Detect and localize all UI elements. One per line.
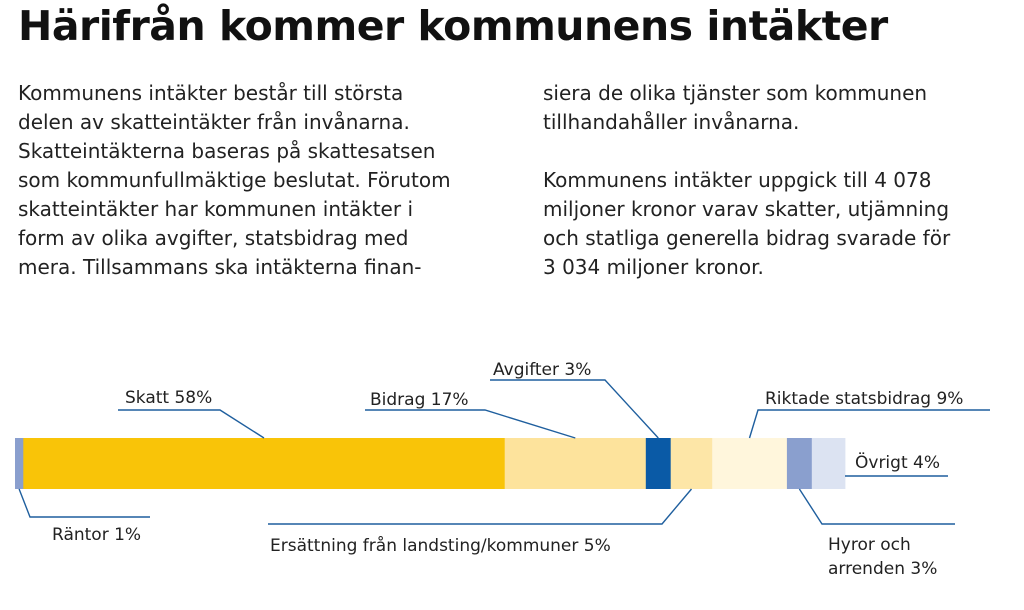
text-line: delen av skatteintäkter från invånarna. xyxy=(18,110,410,134)
segment-label-6: Riktade statsbidrag 9% xyxy=(765,389,963,409)
leader-line-3 xyxy=(365,409,576,439)
text-line: Kommunens intäkter uppgick till 4 078 xyxy=(543,168,932,192)
intro-text-right: siera de olika tjänster som kommunen til… xyxy=(543,79,1013,282)
leader-line-7 xyxy=(798,488,955,525)
text-line: mera. Tillsammans ska intäkterna finan- xyxy=(18,255,422,279)
segment-label-4: Avgifter 3% xyxy=(493,360,591,380)
segment-label-1: Räntor 1% xyxy=(52,525,141,545)
leader-line-5 xyxy=(268,488,693,525)
text-line: Skatteintäkterna baseras på skattesatsen xyxy=(18,139,436,163)
page-title: Härifrån kommer kommunens intäkter xyxy=(18,2,888,50)
leader-line-2 xyxy=(118,409,265,439)
bar-segment-7 xyxy=(786,438,813,489)
bar-segment-6 xyxy=(712,438,788,489)
paragraph-revenue-total: Kommunens intäkter uppgick till 4 078 mi… xyxy=(543,166,1013,282)
text-line: 3 034 miljoner kronor. xyxy=(543,255,764,279)
text-line: skatteintäkter har kommunen intäkter i xyxy=(18,197,413,221)
text-line: siera de olika tjänster som kommunen xyxy=(543,81,928,105)
intro-text-left: Kommunens intäkter består till största d… xyxy=(18,79,518,282)
bar-segment-1 xyxy=(15,438,24,489)
text-line: tillhandahåller invånarna. xyxy=(543,110,800,134)
leader-line-4 xyxy=(490,379,659,439)
text-line: miljoner kronor varav skatter, utjämning xyxy=(543,197,950,221)
segment-label-7: Hyror och arrenden 3% xyxy=(828,535,937,579)
paragraph-continuation: siera de olika tjänster som kommunen til… xyxy=(543,79,1013,137)
text-line: form av olika avgifter, statsbidrag med xyxy=(18,226,409,250)
text-line: Kommunens intäkter består till största xyxy=(18,81,404,105)
segment-label-2: Skatt 58% xyxy=(125,388,212,408)
text-line: som kommunfullmäktige beslutat. Förutom xyxy=(18,168,451,192)
bar-segment-4 xyxy=(645,438,672,489)
bar-segment-5 xyxy=(670,438,713,489)
segment-label-8: Övrigt 4% xyxy=(855,451,940,473)
leader-line-6 xyxy=(748,409,990,439)
leader-line-1 xyxy=(18,488,150,518)
segment-label-3: Bidrag 17% xyxy=(370,390,469,410)
bar-segment-2 xyxy=(23,438,506,489)
bar-segment-8 xyxy=(811,438,846,489)
text-line: och statliga generella bidrag svarade fö… xyxy=(543,226,951,250)
bar-segment-3 xyxy=(504,438,647,489)
segment-label-5: Ersättning från landsting/kommuner 5% xyxy=(270,535,611,556)
